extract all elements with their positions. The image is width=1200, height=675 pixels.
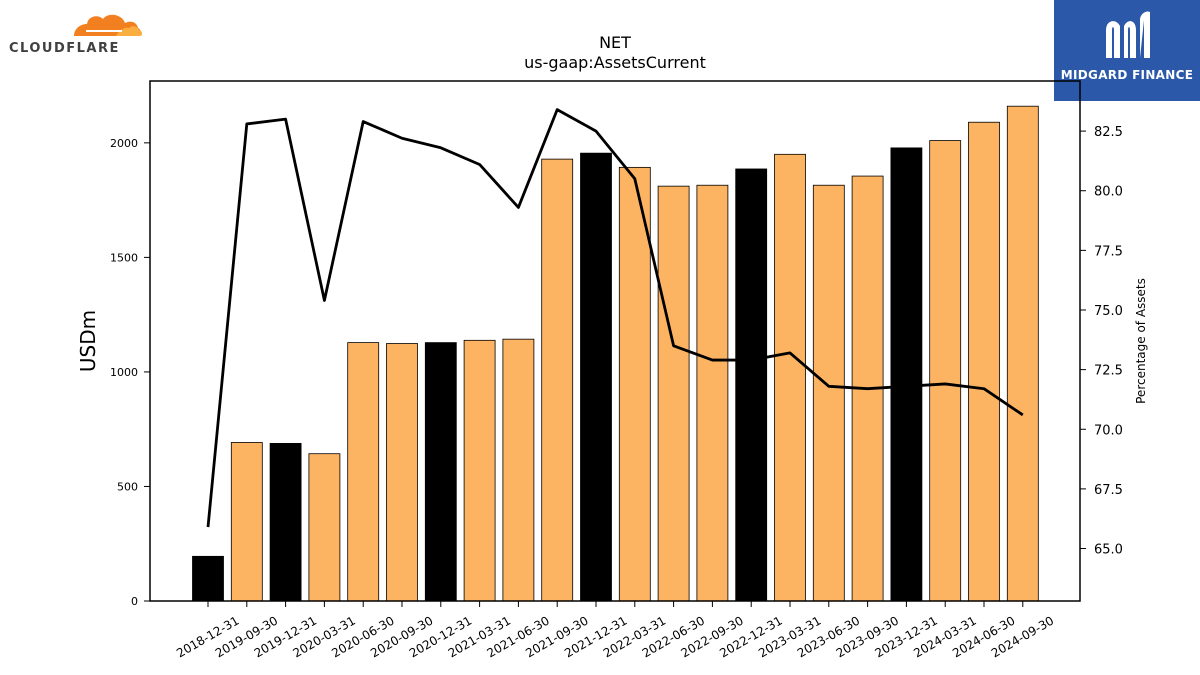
y2-tick-label: 80.0 bbox=[1094, 185, 1123, 200]
y2-tick-label: 70.0 bbox=[1094, 423, 1123, 438]
bar-2020-03-31 bbox=[308, 453, 341, 602]
y-tick-label: 500 bbox=[117, 480, 138, 493]
y2-tick-label: 67.5 bbox=[1094, 483, 1123, 498]
cloudflare-logo-text: CLOUDFLARE bbox=[9, 41, 120, 56]
line-series bbox=[206, 108, 1024, 528]
y-tick-label: 0 bbox=[131, 595, 138, 608]
bar-2021-06-30 bbox=[502, 338, 535, 602]
chart-subtitle: us-gaap:AssetsCurrent bbox=[524, 53, 706, 72]
bar-2021-03-31 bbox=[463, 339, 496, 602]
right-axis: 65.0 67.5 70.0 72.5 75.0 77.5 80.0 82.5 bbox=[1080, 125, 1123, 558]
bar-2021-12-31 bbox=[580, 152, 612, 602]
bar-2023-12-31 bbox=[890, 147, 923, 602]
bar-2023-03-31 bbox=[774, 153, 806, 602]
bar-2024-09-30 bbox=[1006, 105, 1039, 602]
bar-2020-09-30 bbox=[386, 343, 418, 602]
bar-2018-12-31 bbox=[192, 555, 224, 602]
y2-axis-label: Percentage of Assets bbox=[1134, 278, 1148, 404]
bar-series bbox=[192, 105, 1039, 602]
y2-tick-label: 75.0 bbox=[1094, 304, 1123, 319]
y-axis-label: USDm bbox=[76, 310, 100, 372]
percentage-line bbox=[206, 108, 1024, 528]
y2-tick-label: 65.0 bbox=[1094, 543, 1123, 558]
bar-2024-03-31 bbox=[929, 140, 962, 602]
bar-2024-06-30 bbox=[968, 121, 1000, 602]
bar-2022-12-31 bbox=[735, 168, 768, 602]
x-axis: 2018-12-312019-09-302019-12-312020-03-31… bbox=[174, 601, 1056, 660]
bar-2020-12-31 bbox=[424, 342, 457, 602]
cloudflare-logo: CLOUDFLARE bbox=[4, 4, 144, 56]
midgard-m-icon bbox=[1106, 11, 1150, 59]
plot-frame bbox=[149, 80, 1081, 602]
cloudflare-cloud-icon bbox=[74, 14, 143, 36]
y2-tick-label: 77.5 bbox=[1094, 244, 1123, 259]
bar-2022-06-30 bbox=[657, 185, 690, 602]
midgard-finance-logo: MIDGARD FINANCE bbox=[1054, 0, 1200, 101]
left-axis: 0 500 1000 1500 2000 bbox=[110, 137, 150, 608]
y-tick-label: 2000 bbox=[110, 137, 138, 150]
y2-tick-label: 82.5 bbox=[1094, 125, 1123, 140]
bar-2019-12-31 bbox=[269, 442, 302, 602]
y2-tick-label: 72.5 bbox=[1094, 364, 1123, 379]
y-tick-label: 1000 bbox=[110, 366, 138, 379]
midgard-finance-logo-text: MIDGARD FINANCE bbox=[1060, 68, 1194, 82]
bar-2019-09-30 bbox=[230, 442, 263, 602]
bar-2022-03-31 bbox=[618, 166, 651, 602]
y-tick-label: 1500 bbox=[110, 251, 138, 264]
bar-2020-06-30 bbox=[347, 342, 380, 602]
chart-title: NET bbox=[599, 33, 631, 52]
bar-2022-09-30 bbox=[696, 184, 729, 602]
bar-2021-09-30 bbox=[541, 158, 574, 602]
bar-2023-06-30 bbox=[812, 184, 845, 602]
